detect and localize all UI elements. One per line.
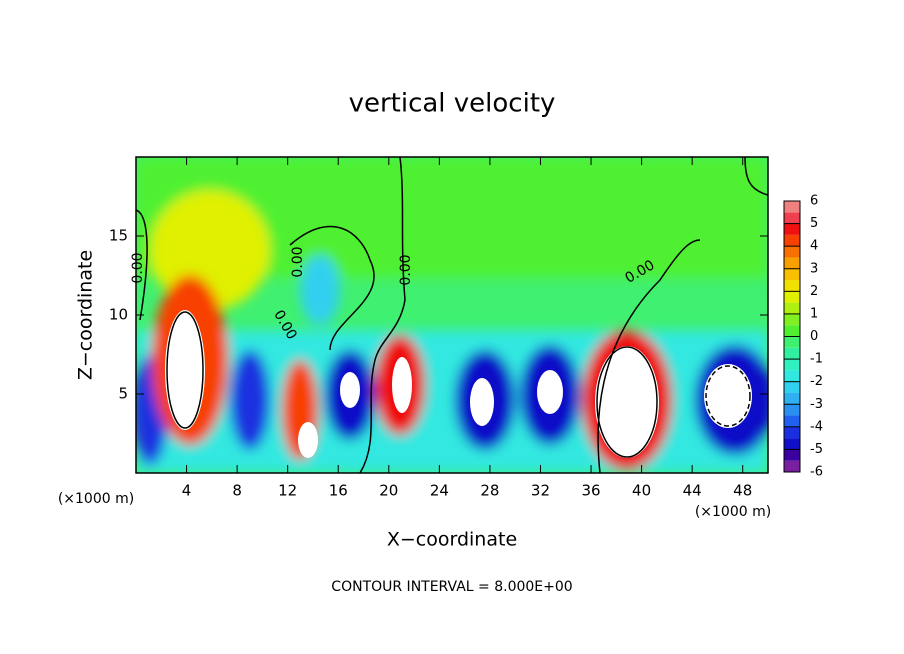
- x-tick-label: 8: [232, 482, 242, 500]
- colorbar-cell: [784, 438, 800, 450]
- colorbar-cell: [784, 347, 800, 360]
- colorbar-cell: [784, 302, 800, 314]
- colorbar-cell: [784, 404, 800, 416]
- colorbar-cell: [784, 449, 800, 461]
- x-tick-label: 40: [632, 482, 651, 500]
- contour-label: 0.00: [290, 246, 306, 277]
- x-tick-label: 48: [733, 482, 752, 500]
- colorbar-cell: [784, 460, 800, 472]
- colorbar-cell: [784, 313, 800, 326]
- colorbar-cell: [784, 212, 800, 224]
- x-tick-label: 28: [480, 482, 499, 500]
- x-tick-label: 24: [430, 482, 449, 500]
- x-tick-label: 16: [329, 482, 348, 500]
- colorbar-cell: [784, 415, 800, 427]
- colorbar-cell: [784, 280, 800, 292]
- y-tick-label: 10: [109, 306, 128, 324]
- colorbar-tick-label: -2: [810, 374, 823, 389]
- colorbar-cell: [784, 268, 800, 281]
- colorbar-cell: [784, 234, 800, 247]
- colorbar-tick-label: 5: [810, 216, 818, 231]
- y-tick-label: 15: [109, 227, 128, 245]
- y-tick-label: 5: [118, 385, 128, 403]
- colorbar-cell: [784, 223, 800, 235]
- colorbar-cell: [784, 392, 800, 405]
- colorbar-tick-label: -4: [810, 419, 823, 434]
- colorbar-cell: [784, 201, 800, 213]
- colorbar-tick-label: -3: [810, 397, 823, 412]
- colorbar-tick-label: 4: [810, 239, 818, 254]
- colorbar-tick-label: 1: [810, 306, 818, 321]
- x-tick-label: 12: [278, 482, 297, 500]
- contour-label: 0.00: [130, 252, 146, 283]
- y-axis-label: Z−coordinate: [75, 250, 97, 380]
- contour-label: 0.00: [398, 254, 414, 285]
- x-tick-label: 32: [531, 482, 550, 500]
- colorbar-tick-label: 3: [810, 261, 818, 276]
- colorbar-cell: [784, 426, 800, 439]
- colorbar-cell: [784, 336, 800, 348]
- colorbar-tick-label: 2: [810, 284, 818, 299]
- field: [136, 157, 768, 473]
- colorbar-tick-label: -6: [810, 465, 823, 480]
- x-tick-label: 20: [379, 482, 398, 500]
- x-tick-label: 36: [581, 482, 600, 500]
- colorbar-tick-label: 0: [810, 329, 818, 344]
- colorbar-cell: [784, 359, 800, 371]
- colorbar-cell: [784, 246, 800, 258]
- colorbar-cell: [784, 257, 800, 269]
- x-tick-label: 44: [683, 482, 702, 500]
- colorbar-cell: [784, 381, 800, 393]
- colorbar-tick-label: -1: [810, 352, 823, 367]
- colorbar-cell: [784, 291, 800, 303]
- colorbar-cell: [784, 370, 800, 382]
- x-unit: (×1000 m): [695, 504, 771, 520]
- colorbar-tick-label: -5: [810, 442, 823, 457]
- colorbar-cell: [784, 325, 800, 337]
- note: CONTOUR INTERVAL = 8.000E+00: [331, 579, 572, 595]
- x-tick-label: 4: [182, 482, 192, 500]
- x-axis-label: X−coordinate: [387, 529, 517, 551]
- chart-title: vertical velocity: [349, 89, 556, 119]
- colorbar-tick-label: 6: [810, 194, 818, 209]
- x-unit: (×1000 m): [58, 491, 134, 507]
